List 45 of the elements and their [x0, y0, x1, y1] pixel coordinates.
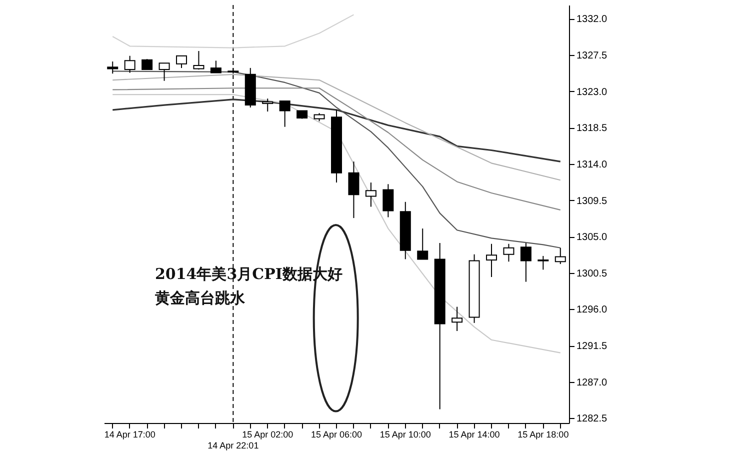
y-tick-label: 1287.0	[576, 377, 608, 388]
y-tick-label: 1291.5	[576, 341, 608, 352]
candlestick	[503, 243, 514, 262]
candlestick	[158, 62, 170, 82]
candlestick	[417, 228, 428, 260]
line-series	[112, 74, 561, 181]
line-series	[112, 14, 354, 48]
candlestick	[142, 58, 153, 70]
x-tick-label: 15 Apr 06:00	[310, 430, 362, 440]
candlestick	[554, 247, 566, 265]
x-tick-label: 14 Apr 22:01	[208, 440, 259, 450]
candlestick	[486, 243, 497, 278]
y-tick-label: 1282.5	[576, 414, 608, 425]
candlestick	[348, 161, 360, 219]
candlestick	[107, 60, 118, 74]
line-series	[112, 94, 561, 354]
y-tick-label: 1314.0	[576, 159, 608, 170]
y-tick-label: 1318.5	[576, 123, 608, 134]
y-tick-label: 1332.0	[576, 14, 608, 26]
y-tick-label: 1323.0	[576, 86, 608, 98]
x-tick-label: 14 Apr 17:00	[104, 430, 156, 440]
annotation: 黄金高台跳水	[155, 288, 246, 309]
y-tick-label: 1327.5	[576, 50, 608, 62]
candlestick	[193, 50, 204, 70]
candlestick	[382, 184, 394, 218]
y-tick-label: 1296.0	[576, 304, 608, 316]
x-tick-label: 15 Apr 10:00	[380, 430, 431, 440]
line-series	[112, 88, 561, 211]
candlestick	[279, 100, 290, 128]
candlestick	[520, 242, 532, 282]
y-tick-label: 1300.5	[576, 268, 608, 280]
y-tick-label: 1305.0	[576, 232, 608, 244]
candlestick	[365, 182, 376, 208]
x-tick-label: 15 Apr 02:00	[242, 430, 294, 440]
line-series	[112, 98, 562, 162]
candlestick	[210, 60, 222, 74]
candlestick	[176, 55, 187, 68]
candlestick	[452, 306, 463, 332]
line-series	[112, 70, 561, 248]
x-tick-label: 15 Apr 14:00	[448, 430, 500, 440]
y-tick-label: 1309.5	[576, 196, 608, 207]
candlestick	[538, 255, 549, 270]
candlestick	[262, 98, 274, 112]
candlestick	[124, 55, 136, 74]
x-tick-label: 15 Apr 18:00	[518, 430, 569, 440]
